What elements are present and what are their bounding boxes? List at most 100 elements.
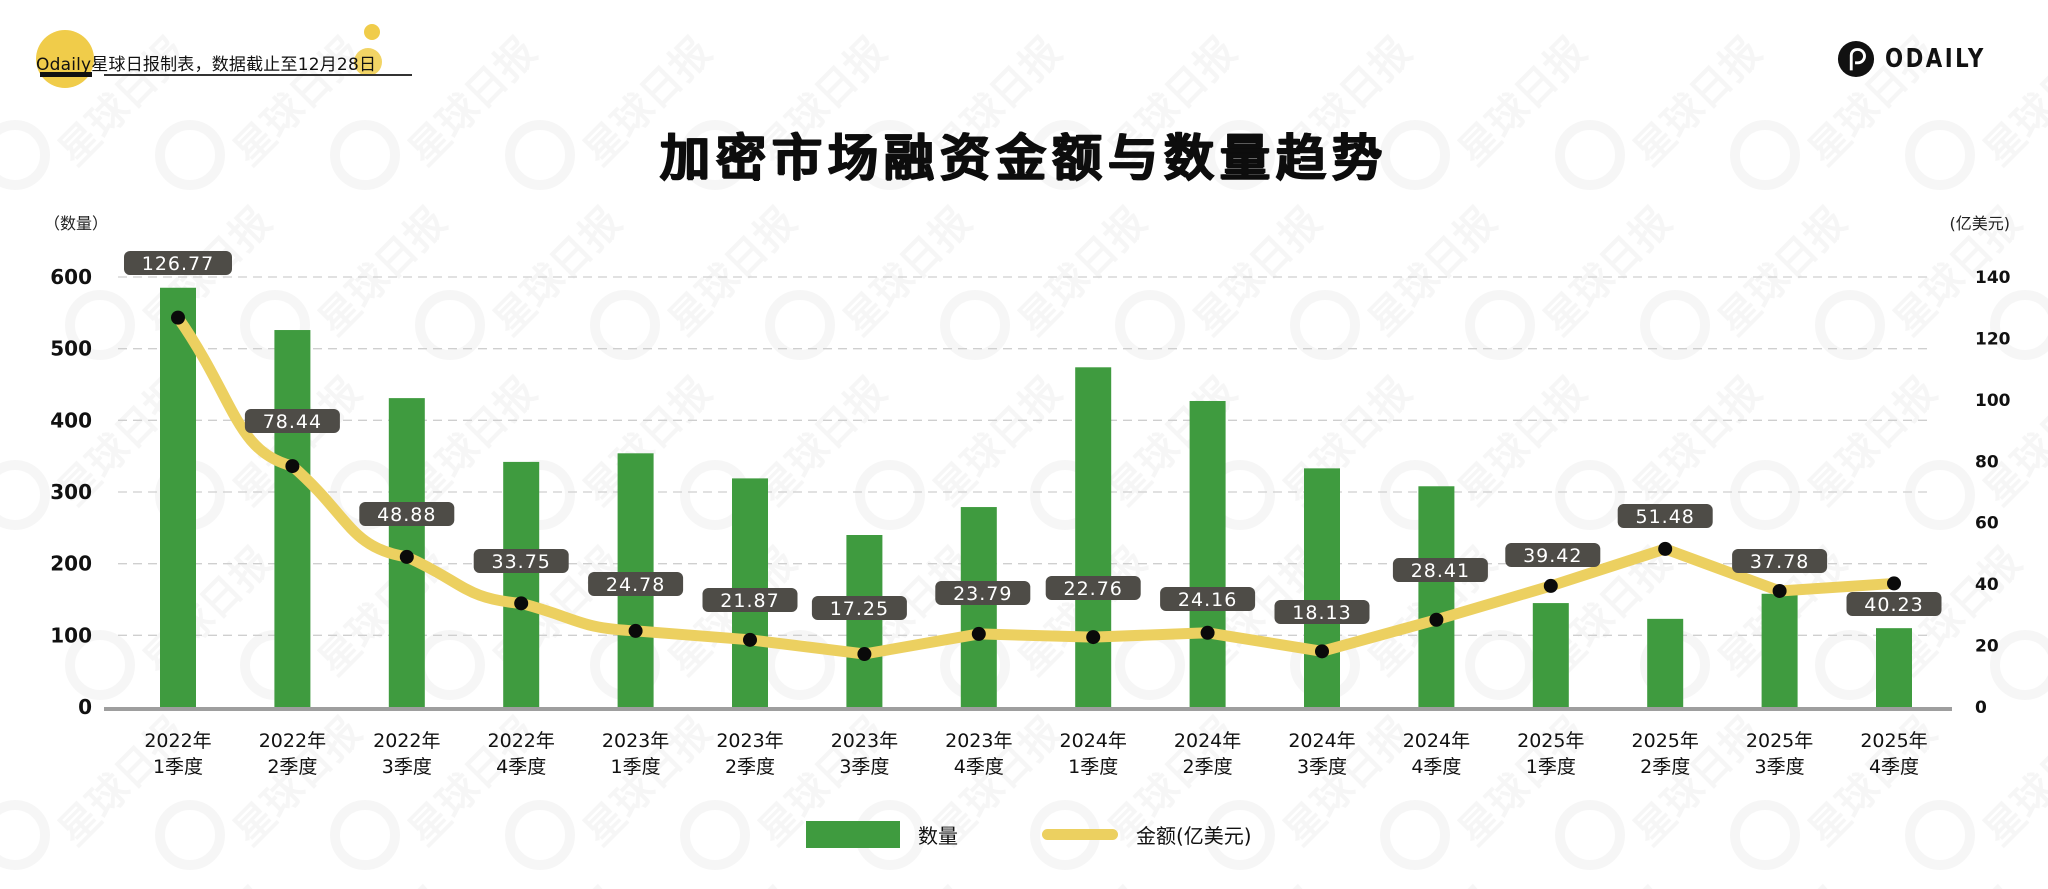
legend-line-swatch <box>1042 829 1118 840</box>
data-point <box>1543 578 1558 593</box>
x-axis-label: 2025年 <box>1860 730 1927 752</box>
x-axis-label: 2023年 <box>602 730 669 752</box>
data-point <box>743 632 757 647</box>
data-point <box>514 596 529 611</box>
legend: 数量 金额(亿美元) <box>806 820 1252 849</box>
x-axis-label: 1季度 <box>611 756 661 778</box>
bar-count <box>274 330 311 707</box>
value-label-bg <box>1392 558 1488 582</box>
value-label: 22.76 <box>1063 578 1122 600</box>
value-label-bg <box>811 596 907 620</box>
chart-title: 加密市场融资金额与数量趋势 <box>660 129 1388 187</box>
x-axis-label: 2季度 <box>267 756 317 778</box>
data-point <box>971 626 986 641</box>
value-label-bg <box>1846 592 1942 616</box>
left-axis-tick: 600 <box>50 265 92 289</box>
left-axis-title: （数量） <box>44 214 109 233</box>
decor-circle <box>354 48 382 76</box>
x-axis-label: 3季度 <box>1297 756 1347 778</box>
x-axis-label: 1季度 <box>1526 756 1576 778</box>
x-axis-label: 2022年 <box>144 730 211 752</box>
value-label-bg <box>124 251 232 275</box>
value-label: 28.41 <box>1411 560 1470 582</box>
decor-underline <box>40 72 92 77</box>
bar-count <box>1189 400 1226 707</box>
x-axis-label: 2023年 <box>716 730 783 752</box>
x-axis-label: 2023年 <box>831 730 898 752</box>
right-axis-tick: 20 <box>1975 637 1999 657</box>
decor-underline <box>104 74 412 76</box>
data-point <box>628 623 643 638</box>
value-label: 23.79 <box>953 583 1012 605</box>
data-point <box>399 549 414 564</box>
right-axis-tick: 140 <box>1975 268 2011 288</box>
left-axis-tick: 200 <box>50 552 92 576</box>
value-label: 51.48 <box>1635 506 1694 528</box>
x-axis-label: 2024年 <box>1288 730 1355 752</box>
value-label: 24.16 <box>1178 589 1237 611</box>
x-axis-label: 2023年 <box>945 730 1012 752</box>
left-axis-tick: 500 <box>50 337 92 361</box>
right-axis-tick: 100 <box>1975 391 2011 411</box>
source-note-text: Odaily星球日报制表，数据截止至12月28日 <box>36 54 377 75</box>
value-label-bg <box>244 409 340 433</box>
value-label-bg <box>1732 549 1828 573</box>
legend-item-amount: 金额(亿美元) <box>1042 820 1252 849</box>
data-point <box>171 310 185 325</box>
bar-count <box>1532 603 1569 707</box>
value-label-bg <box>1274 600 1370 624</box>
value-label-bg <box>1617 504 1713 528</box>
x-axis-label: 3季度 <box>839 756 889 778</box>
value-label: 37.78 <box>1750 551 1809 573</box>
data-point <box>1200 625 1215 640</box>
value-label: 78.44 <box>263 411 322 433</box>
value-label-bg <box>588 572 684 596</box>
left-axis-tick: 0 <box>78 695 92 719</box>
value-label: 21.87 <box>720 590 779 612</box>
left-axis-tick: 300 <box>50 480 92 504</box>
bar-count <box>960 507 997 707</box>
amount-line <box>172 312 1900 660</box>
right-axis-tick: 60 <box>1975 514 1999 534</box>
x-axis-label: 2季度 <box>1640 756 1690 778</box>
x-axis-label: 4季度 <box>1411 756 1461 778</box>
value-label: 40.23 <box>1864 594 1923 616</box>
right-axis-title: (亿美元) <box>1949 214 2011 233</box>
x-axis-label: 3季度 <box>382 756 432 778</box>
x-axis-label: 2022年 <box>373 730 440 752</box>
value-label: 126.77 <box>142 253 214 275</box>
bar-count <box>1418 486 1455 707</box>
x-axis-label: 2025年 <box>1632 730 1699 752</box>
data-point <box>1086 630 1101 645</box>
value-label-bg <box>359 502 455 526</box>
x-axis-label: 1季度 <box>153 756 203 778</box>
x-axis-label: 2025年 <box>1517 730 1584 752</box>
source-note: Odaily星球日报制表，数据截止至12月28日 <box>36 24 412 88</box>
bar-count <box>160 287 196 707</box>
bar-count <box>1075 367 1112 707</box>
legend-label: 数量 <box>918 824 958 848</box>
value-label: 17.25 <box>830 598 889 620</box>
data-point <box>1315 644 1329 659</box>
legend-item-count: 数量 <box>806 820 958 849</box>
bar-count <box>503 461 540 707</box>
data-point <box>285 459 300 474</box>
x-axis-label: 2024年 <box>1060 730 1127 752</box>
x-axis-label: 1季度 <box>1068 756 1118 778</box>
data-point <box>1772 583 1787 598</box>
left-axis-tick: 400 <box>50 408 92 432</box>
x-axis-label: 2024年 <box>1403 730 1470 752</box>
logo-text: ODAILY <box>1885 44 1986 74</box>
odaily-logo: ODAILY <box>1837 40 2008 78</box>
value-label-bg <box>935 581 1031 605</box>
legend-bar-swatch <box>806 821 900 848</box>
x-axis-label: 4季度 <box>1869 756 1919 778</box>
x-axis-label: 4季度 <box>954 756 1004 778</box>
bar-count <box>846 535 883 707</box>
value-label: 48.88 <box>377 504 436 526</box>
decor-circle <box>364 24 380 40</box>
legend-label: 金额(亿美元) <box>1136 824 1252 848</box>
left-axis-tick: 100 <box>50 623 92 647</box>
data-point <box>857 647 872 662</box>
data-point <box>1658 541 1673 556</box>
